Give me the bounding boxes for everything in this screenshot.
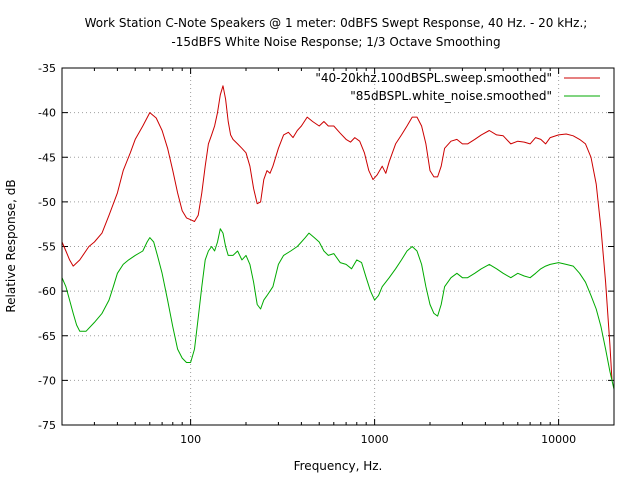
series-line-sweep [61,85,613,381]
y-tick-label: -35 [38,62,56,75]
legend-label-noise: "85dBSPL.white_noise.smoothed" [350,89,552,103]
chart-title-line-1: Work Station C-Note Speakers @ 1 meter: … [85,16,588,30]
y-tick-label: -50 [38,196,56,209]
y-tick-label: -45 [38,151,56,164]
y-tick-label: -55 [38,241,56,254]
x-tick-label: 1000 [361,433,389,446]
y-tick-label: -70 [38,374,56,387]
axis-ticks: -35 -40 -45 -50 -55 -60 -65 -70 -75 100 1000 10000 [38,62,615,446]
x-tick-label: 10000 [541,433,576,446]
chart-title-line-2: -15dBFS White Noise Response; 1/3 Octave… [171,35,500,49]
y-tick-label: -60 [38,285,56,298]
grid-lines [62,68,614,425]
legend: "40-20khz.100dBSPL.sweep.smoothed" "85dB… [315,71,600,103]
legend-label-sweep: "40-20khz.100dBSPL.sweep.smoothed" [315,71,552,85]
y-axis-label: Relative Response, dB [4,179,18,312]
y-tick-label: -40 [38,107,56,120]
x-axis-label: Frequency, Hz. [294,459,383,473]
y-tick-label: -65 [38,330,56,343]
x-tick-label: 100 [180,433,201,446]
series-line-white-noise [61,228,615,390]
y-tick-label: -75 [38,419,56,432]
plot-frame [61,67,615,426]
data-series [61,85,615,390]
